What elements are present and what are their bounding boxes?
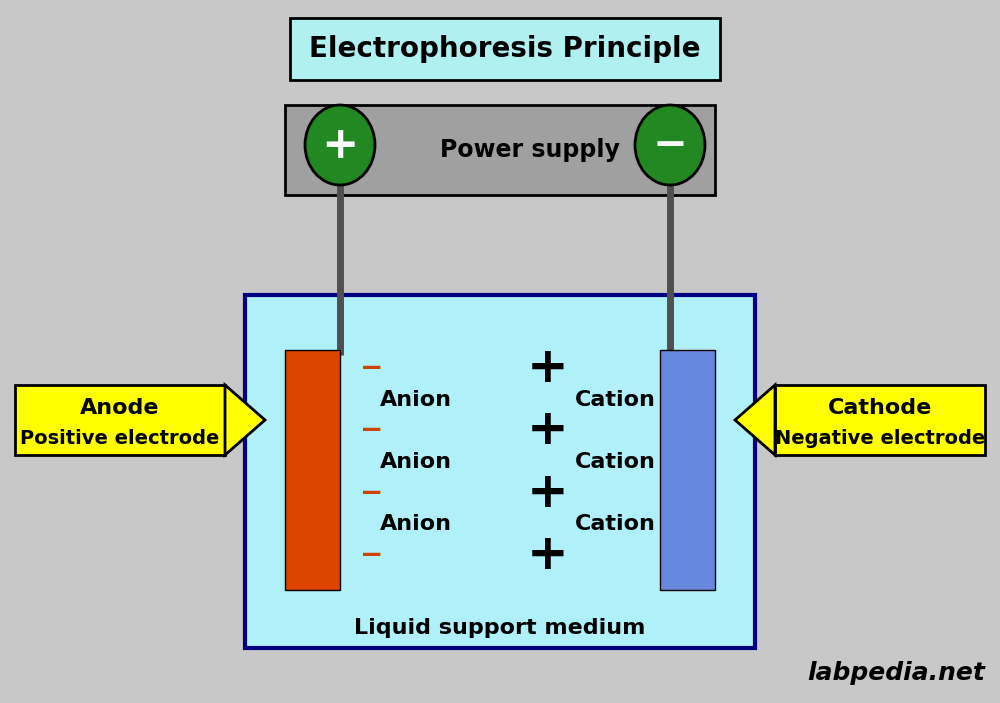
Text: −: −	[360, 416, 383, 444]
Text: Anion: Anion	[380, 390, 452, 410]
Bar	[660, 350, 715, 590]
Text: Cation: Cation	[575, 514, 656, 534]
Text: +: +	[527, 344, 569, 392]
Text: −: −	[360, 354, 383, 382]
Text: labpedia.net: labpedia.net	[807, 661, 985, 685]
Text: Cation: Cation	[575, 390, 656, 410]
Text: Anion: Anion	[380, 514, 452, 534]
Text: −: −	[653, 124, 687, 166]
Text: Cathode: Cathode	[828, 398, 932, 418]
Bar	[285, 105, 715, 195]
Text: −: −	[360, 541, 383, 569]
Ellipse shape	[635, 105, 705, 185]
Text: Anion: Anion	[380, 452, 452, 472]
Polygon shape	[225, 385, 265, 455]
Bar	[775, 385, 985, 455]
Text: +: +	[527, 406, 569, 454]
Text: +: +	[321, 124, 359, 167]
Text: +: +	[527, 531, 569, 579]
Text: Liquid support medium: Liquid support medium	[354, 618, 646, 638]
Text: Anode: Anode	[80, 398, 160, 418]
Bar	[290, 18, 720, 80]
Text: −: −	[360, 479, 383, 507]
Bar	[15, 385, 225, 455]
Text: Electrophoresis Principle: Electrophoresis Principle	[309, 35, 701, 63]
Text: Negative electrode: Negative electrode	[775, 429, 985, 448]
Text: Power supply: Power supply	[440, 138, 620, 162]
Text: +: +	[527, 469, 569, 517]
Ellipse shape	[305, 105, 375, 185]
Text: Cation: Cation	[575, 452, 656, 472]
Bar	[245, 295, 755, 648]
Bar	[285, 350, 340, 590]
Polygon shape	[735, 385, 775, 455]
Text: Positive electrode: Positive electrode	[20, 429, 220, 448]
